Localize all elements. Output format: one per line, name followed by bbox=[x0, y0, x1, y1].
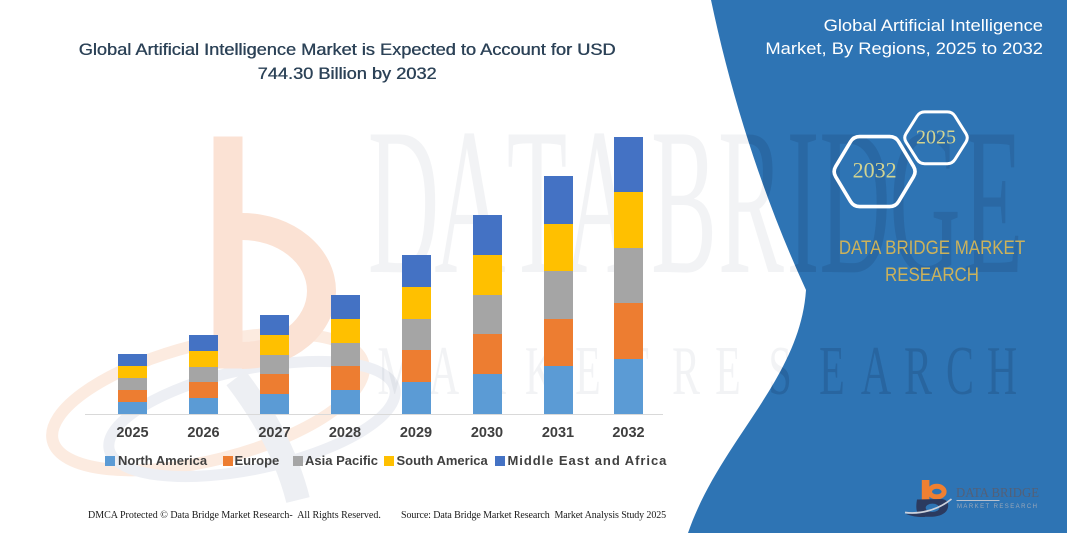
svg-text:A: A bbox=[429, 333, 460, 409]
svg-text:S: S bbox=[768, 333, 791, 409]
svg-text:A: A bbox=[861, 333, 892, 409]
svg-text:G: G bbox=[889, 86, 960, 318]
svg-text:G: G bbox=[889, 86, 960, 318]
svg-text:H: H bbox=[987, 333, 1017, 409]
svg-text:A: A bbox=[861, 333, 892, 409]
svg-text:D: D bbox=[819, 86, 890, 318]
svg-text:DATA BRIDGE: DATA BRIDGE bbox=[956, 486, 1039, 501]
svg-text:2032: 2032 bbox=[853, 158, 897, 183]
svg-text:2025: 2025 bbox=[916, 127, 956, 149]
svg-text:E: E bbox=[819, 333, 845, 409]
svg-text:E: E bbox=[963, 86, 1023, 318]
svg-text:R: R bbox=[904, 333, 932, 409]
svg-text:C: C bbox=[946, 333, 974, 409]
svg-text:E: E bbox=[715, 333, 741, 409]
svg-text:D: D bbox=[819, 86, 890, 318]
svg-text:E: E bbox=[575, 333, 601, 409]
svg-text:C: C bbox=[946, 333, 974, 409]
svg-text:E: E bbox=[819, 333, 845, 409]
svg-text:E: E bbox=[963, 86, 1023, 318]
svg-text:B: B bbox=[651, 86, 717, 318]
svg-text:I: I bbox=[787, 86, 820, 318]
svg-text:H: H bbox=[987, 333, 1017, 409]
svg-text:MARKET RESEARCH: MARKET RESEARCH bbox=[957, 504, 1039, 510]
svg-text:R: R bbox=[718, 86, 784, 318]
svg-text:R: R bbox=[672, 333, 700, 409]
svg-text:R: R bbox=[904, 333, 932, 409]
